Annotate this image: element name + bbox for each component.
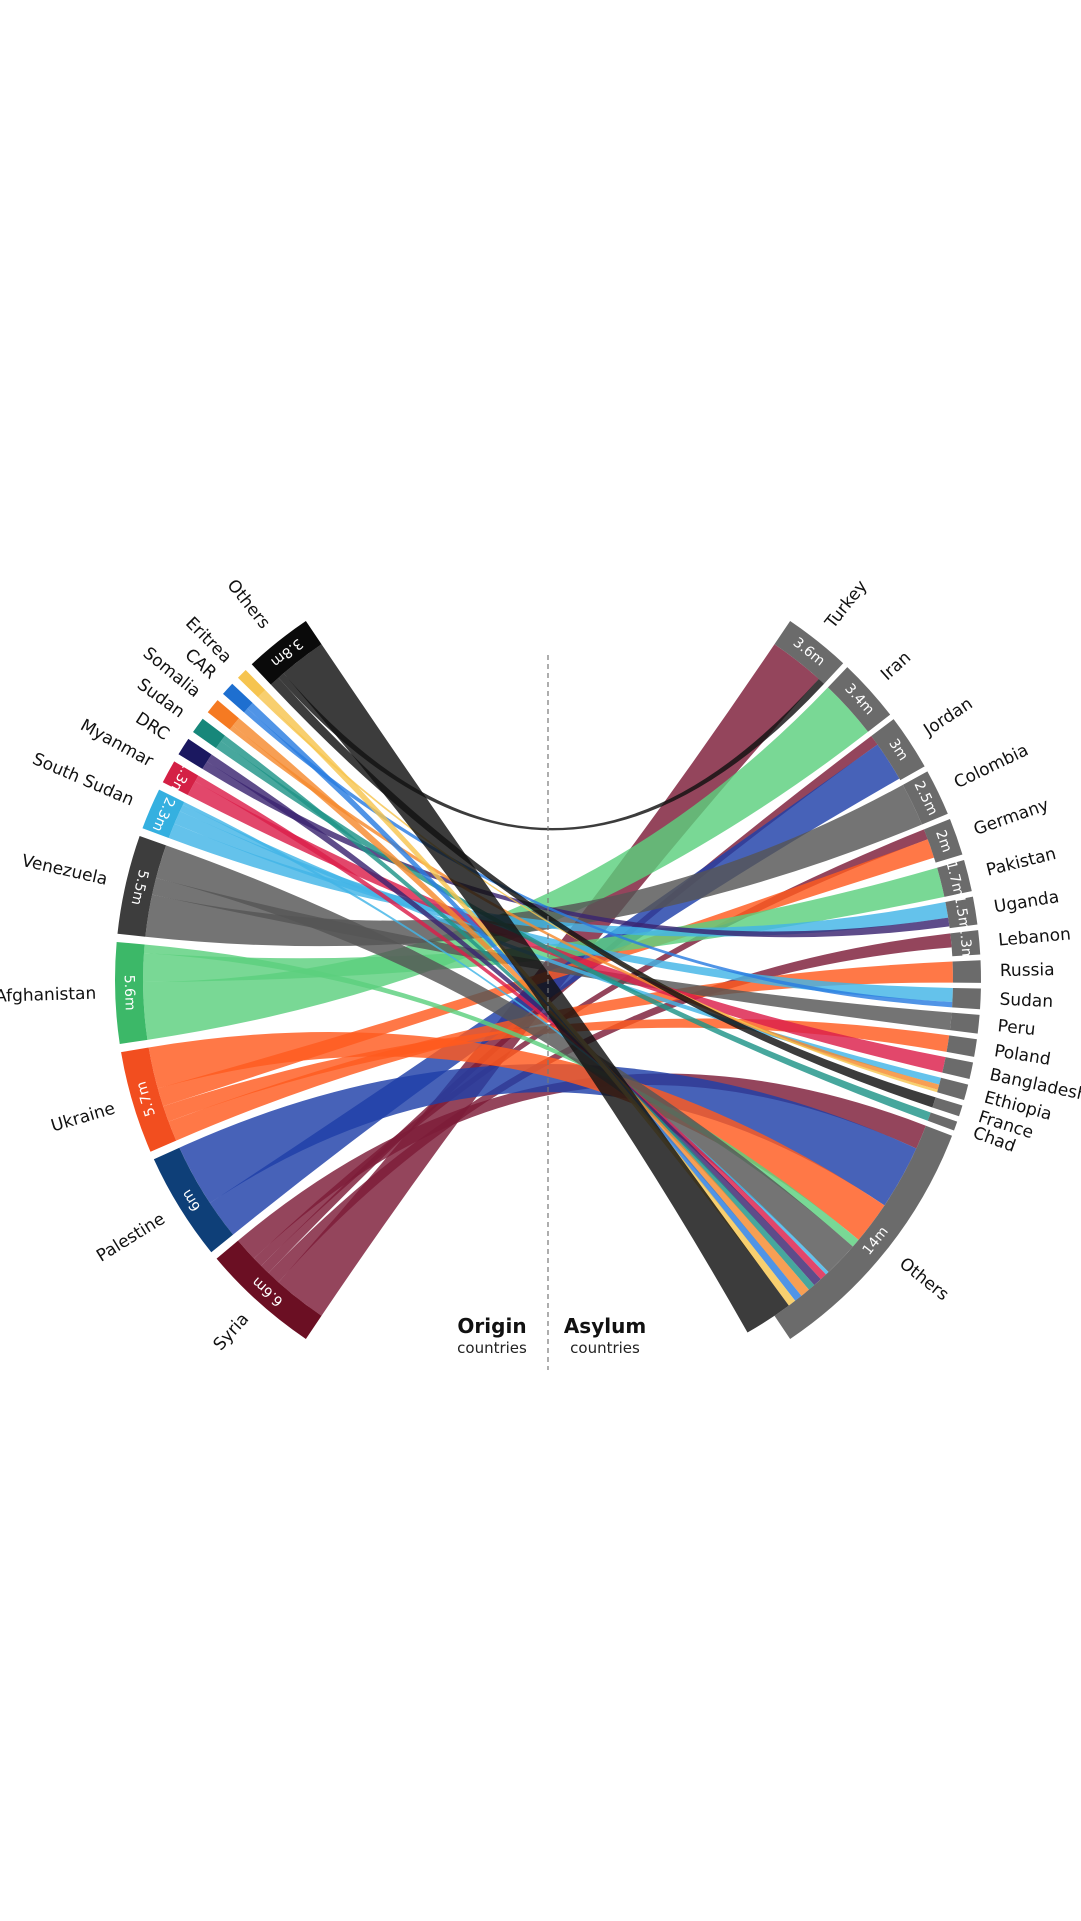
origin-arc-venezuela (117, 836, 167, 937)
asylum-arc-iran (827, 667, 891, 732)
asylum-value-lebanon: 1.3m (956, 925, 975, 962)
asylum-label-turkey: Turkey (821, 577, 872, 634)
asylum-arc-ethiopia (937, 1077, 969, 1101)
origin-arc-south-sudan (142, 789, 185, 839)
origin-label-others: Others (223, 576, 274, 633)
ribbon-myanmar-to-bangladesh (187, 781, 946, 1073)
asylum-arc-uganda (945, 896, 978, 929)
ribbon-venezuela-to-others (156, 845, 853, 1273)
origin-arc-others (251, 621, 322, 685)
ribbon-ukraine-to-russia (168, 961, 954, 1141)
asylum-label-russia: Russia (1000, 960, 1055, 981)
asylum-label-others: Others (895, 1254, 952, 1305)
asylum-arc-pakistan (937, 859, 972, 897)
origin-title: Origin (457, 1314, 526, 1338)
asylum-arc-turkey (774, 621, 844, 684)
asylum-subtitle: countries (570, 1339, 640, 1357)
asylum-arc-france (932, 1097, 963, 1117)
asylum-value-uganda: 1.5m (951, 894, 973, 932)
asylum-arc-jordan (871, 719, 925, 781)
asylum-label-sudan: Sudan (999, 990, 1053, 1012)
origin-label-ukraine: Ukraine (49, 1099, 118, 1137)
asylum-arc-chad (927, 1112, 958, 1131)
origin-value-venezuela: 5.5m (128, 868, 152, 907)
ribbon-others-to-others (283, 644, 789, 1333)
origin-label-afghanistan: Afghanistan (0, 984, 97, 1007)
origin-arc-myanmar (162, 761, 199, 796)
asylum-title: Asylum (564, 1314, 646, 1338)
asylum-label-pakistan: Pakistan (984, 844, 1058, 881)
asylum-arc-russia (952, 960, 981, 983)
arc-layer (115, 621, 981, 1339)
asylum-arc-germany (923, 819, 963, 863)
asylum-label-germany: Germany (971, 795, 1051, 840)
ribbon-palestine-to-others (179, 1064, 917, 1206)
origin-arc-eritrea (237, 669, 266, 698)
origin-subtitle: countries (457, 1339, 527, 1357)
origin-label-syria: Syria (210, 1309, 254, 1354)
asylum-arc-sudan (952, 987, 981, 1010)
ribbon-ukraine-to-others (148, 1031, 885, 1240)
asylum-label-uganda: Uganda (993, 887, 1061, 917)
asylum-label-iran: Iran (877, 648, 915, 685)
origin-arc-ukraine (121, 1047, 177, 1152)
asylum-label-jordan: Jordan (919, 694, 976, 741)
origin-arc-sudan (193, 718, 226, 749)
origin-arc-palestine (153, 1147, 234, 1253)
origin-arc-afghanistan (115, 942, 148, 1044)
origin-arc-somalia (207, 700, 239, 730)
ribbon-layer (143, 644, 954, 1333)
origin-label-palestine: Palestine (93, 1209, 169, 1266)
asylum-label-poland: Poland (993, 1041, 1052, 1070)
asylum-label-colombia: Colombia (951, 740, 1032, 793)
ribbon-ukraine-to-poland (163, 1018, 950, 1122)
asylum-arc-poland (946, 1035, 977, 1057)
asylum-arc-colombia (902, 771, 948, 825)
origin-value-afghanistan: 5.6m (121, 974, 138, 1010)
ribbon-afghanistan-to-iran (143, 687, 869, 1040)
asylum-label-lebanon: Lebanon (997, 924, 1071, 950)
origin-label-venezuela: Venezuela (20, 851, 110, 890)
asylum-arc-peru (949, 1012, 980, 1034)
origin-arc-syria (216, 1240, 322, 1339)
ribbon-venezuela-to-colombia (145, 784, 922, 947)
origin-label-south-sudan: South Sudan (29, 749, 136, 810)
asylum-arc-bangladesh (942, 1057, 974, 1080)
asylum-arc-others (774, 1125, 953, 1339)
origin-arc-drc (178, 738, 212, 769)
asylum-arc-lebanon (950, 930, 981, 957)
origin-arc-car (222, 683, 253, 713)
asylum-label-peru: Peru (997, 1016, 1037, 1040)
ribbon-venezuela-to-peru (152, 877, 952, 1031)
asylum-value-germany: 2m (932, 828, 955, 855)
